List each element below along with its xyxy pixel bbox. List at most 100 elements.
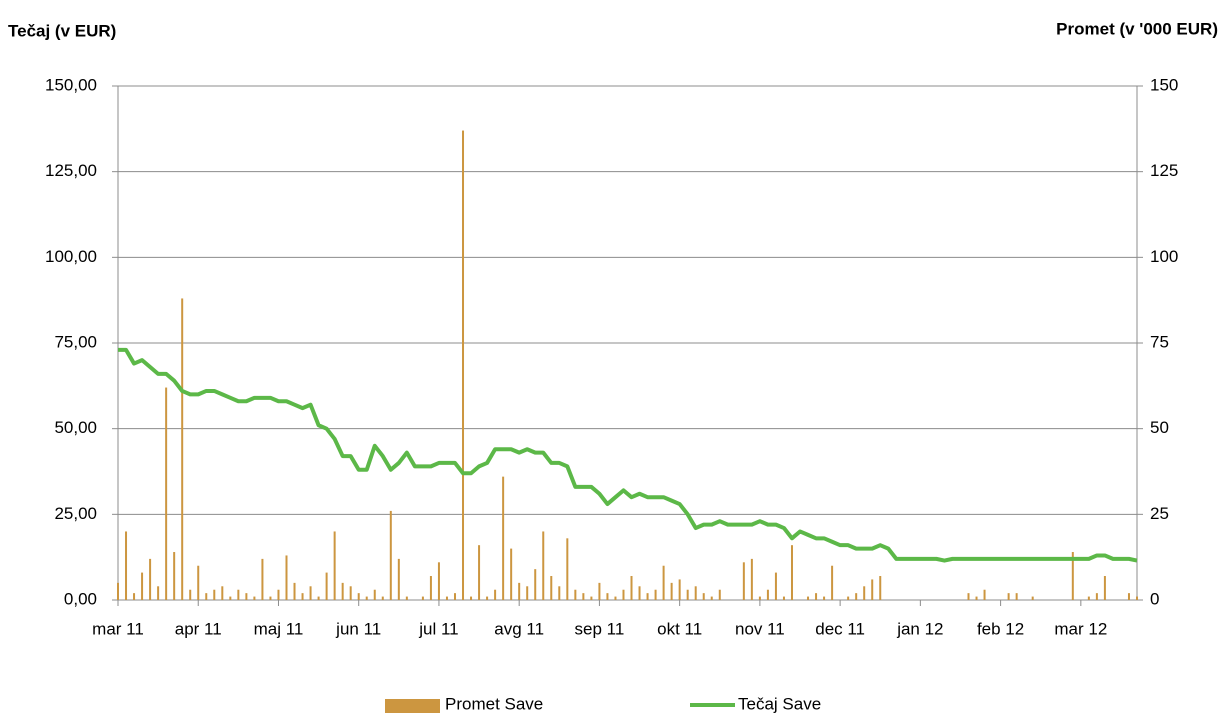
bar bbox=[205, 593, 208, 600]
bar bbox=[1015, 593, 1018, 600]
bar bbox=[277, 589, 280, 600]
y2-tick-label: 25 bbox=[1150, 504, 1169, 523]
y-tick-label: 100,00 bbox=[45, 247, 97, 266]
bar bbox=[518, 582, 521, 600]
y-tick-label: 0,00 bbox=[64, 589, 97, 608]
bar bbox=[285, 555, 288, 600]
x-tick-label: mar 11 bbox=[92, 619, 144, 638]
x-tick-label: jul 11 bbox=[418, 619, 458, 638]
bar bbox=[774, 572, 777, 600]
x-tick-label: jan 12 bbox=[896, 619, 943, 638]
bar bbox=[325, 572, 328, 600]
bar bbox=[1087, 596, 1090, 600]
y2-tick-label: 100 bbox=[1150, 247, 1178, 266]
bar bbox=[1031, 596, 1034, 600]
bar bbox=[702, 593, 705, 600]
bar bbox=[141, 572, 144, 600]
bar bbox=[389, 510, 392, 600]
bar bbox=[823, 596, 826, 600]
bar bbox=[309, 586, 312, 600]
bar bbox=[807, 596, 810, 600]
bar bbox=[502, 476, 505, 600]
bar bbox=[221, 586, 224, 600]
x-tick-label: nov 11 bbox=[735, 619, 785, 638]
bar bbox=[1136, 596, 1138, 600]
bar bbox=[445, 596, 448, 600]
bar bbox=[349, 586, 352, 600]
y-tick-label: 50,00 bbox=[54, 418, 97, 437]
bar bbox=[863, 586, 866, 600]
bar bbox=[710, 596, 713, 600]
bar bbox=[590, 596, 593, 600]
x-tick-label: apr 11 bbox=[175, 619, 222, 638]
bar bbox=[766, 589, 769, 600]
bar bbox=[526, 586, 529, 600]
y2-tick-label: 150 bbox=[1150, 75, 1178, 94]
bar bbox=[871, 579, 874, 600]
bar bbox=[654, 589, 657, 600]
bar bbox=[638, 586, 641, 600]
bar bbox=[782, 596, 785, 600]
y-tick-label: 150,00 bbox=[45, 75, 97, 94]
bar bbox=[253, 596, 256, 600]
x-tick-label: okt 11 bbox=[657, 619, 702, 638]
bar bbox=[815, 593, 818, 600]
bar bbox=[494, 589, 497, 600]
bar bbox=[879, 576, 882, 600]
y-tick-label: 25,00 bbox=[54, 504, 97, 523]
x-tick-label: feb 12 bbox=[977, 619, 1024, 638]
bar bbox=[614, 596, 617, 600]
y2-tick-label: 75 bbox=[1150, 332, 1169, 351]
bar bbox=[365, 596, 368, 600]
bar bbox=[117, 582, 119, 600]
bar bbox=[125, 531, 128, 600]
bar bbox=[967, 593, 970, 600]
bar bbox=[983, 589, 986, 600]
y2-tick-label: 0 bbox=[1150, 589, 1159, 608]
x-tick-label: maj 11 bbox=[254, 619, 304, 638]
bar bbox=[678, 579, 681, 600]
bar bbox=[790, 545, 793, 600]
bar bbox=[1127, 593, 1130, 600]
y-tick-label: 125,00 bbox=[45, 161, 97, 180]
bar bbox=[301, 593, 304, 600]
bar bbox=[333, 531, 336, 600]
bar bbox=[462, 130, 465, 600]
bar bbox=[975, 596, 978, 600]
bar bbox=[133, 593, 136, 600]
bar bbox=[486, 596, 489, 600]
y2-axis-title: Promet (v '000 EUR) bbox=[1056, 19, 1218, 38]
bar bbox=[550, 576, 553, 600]
legend-label: Tečaj Save bbox=[738, 694, 821, 713]
bar bbox=[542, 531, 545, 600]
bar bbox=[622, 589, 625, 600]
bar bbox=[510, 548, 513, 600]
bar bbox=[421, 596, 424, 600]
bar bbox=[1071, 552, 1074, 600]
bar bbox=[847, 596, 850, 600]
bar bbox=[149, 558, 152, 600]
bar bbox=[1103, 576, 1106, 600]
bar bbox=[397, 558, 400, 600]
bar bbox=[381, 596, 384, 600]
bar bbox=[173, 552, 176, 600]
bar bbox=[750, 558, 753, 600]
x-tick-label: dec 11 bbox=[815, 619, 865, 638]
y-tick-label: 75,00 bbox=[54, 332, 97, 351]
bar bbox=[534, 569, 537, 600]
bar bbox=[582, 593, 585, 600]
x-tick-label: avg 11 bbox=[494, 619, 544, 638]
bar bbox=[341, 582, 344, 600]
bar bbox=[1007, 593, 1010, 600]
bar bbox=[261, 558, 264, 600]
bar bbox=[357, 593, 360, 600]
bar bbox=[630, 576, 633, 600]
bar bbox=[229, 596, 232, 600]
bar bbox=[453, 593, 456, 600]
bar bbox=[758, 596, 761, 600]
bar bbox=[742, 562, 745, 600]
bar bbox=[293, 582, 296, 600]
bar bbox=[686, 589, 689, 600]
